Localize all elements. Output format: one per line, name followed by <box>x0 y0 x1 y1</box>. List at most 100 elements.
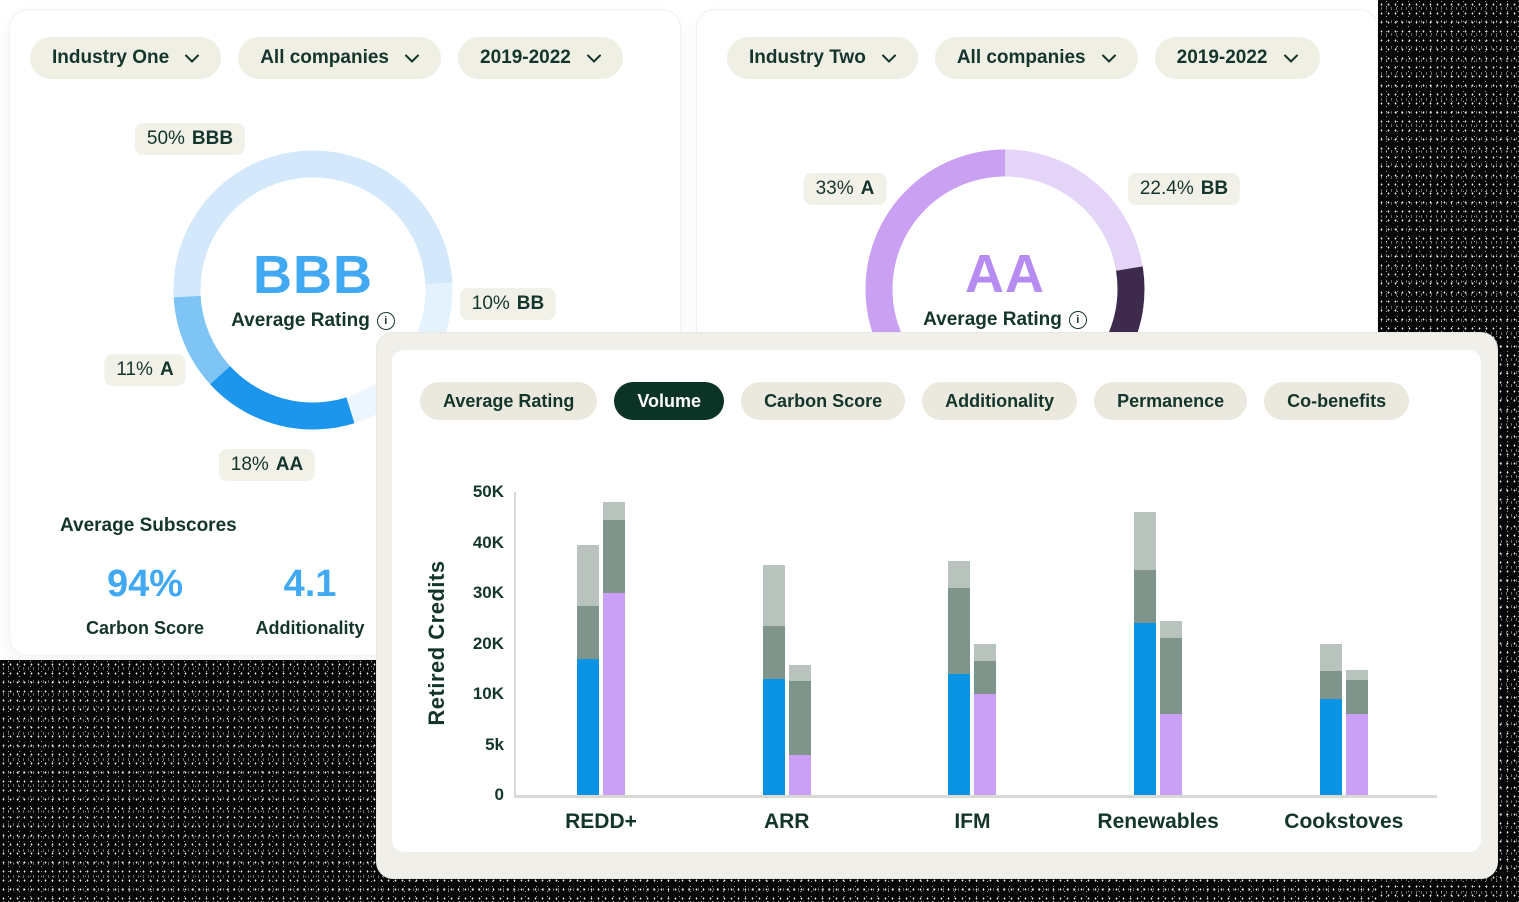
donut-callout-bb: 10% BB <box>459 288 557 320</box>
bar-segment <box>603 519 625 593</box>
bar-segment <box>1345 714 1368 795</box>
industry-select[interactable]: Industry One <box>30 37 222 79</box>
bar-segment <box>1160 638 1183 715</box>
x-category-label: ARR <box>763 810 810 833</box>
bar-segment <box>577 658 599 795</box>
y-tick-label: 5k <box>485 734 504 754</box>
bar-segment <box>1160 714 1183 795</box>
bar-segment <box>577 545 599 606</box>
y-tick-label: 30K <box>472 583 504 602</box>
bar-segment <box>603 593 625 795</box>
industry-two-filters: Industry Two All companies 2019-2022 <box>727 37 1320 79</box>
average-rating-value: BBB <box>253 245 373 305</box>
years-select[interactable]: 2019-2022 <box>458 37 623 79</box>
info-icon[interactable]: i <box>376 312 395 330</box>
chevron-down-icon <box>1283 54 1298 63</box>
average-rating-label: Average Rating i <box>231 310 395 332</box>
bar-segment <box>1345 670 1368 681</box>
y-tick-label: 10K <box>472 684 504 703</box>
y-tick-label: 20K <box>472 633 504 653</box>
bar-segment <box>974 661 997 694</box>
years-select-value: 2019-2022 <box>1176 47 1268 68</box>
tab-volume[interactable]: Volume <box>614 382 725 420</box>
donut-callout-bb: 22.4% BB <box>1127 173 1241 205</box>
bar-segment <box>1319 671 1342 700</box>
metrics-panel-inner: Average Rating Volume Carbon Score Addition… <box>392 350 1481 852</box>
bar-segment <box>788 664 811 682</box>
bar-segment <box>762 678 785 795</box>
chevron-down-icon <box>185 54 200 63</box>
years-select[interactable]: 2019-2022 <box>1154 37 1320 79</box>
donut-center: AA Average Rating i <box>860 144 1150 434</box>
bar-segment <box>603 502 625 520</box>
bar-segment <box>1160 620 1183 639</box>
donut-callout-aa: 18% AA <box>218 449 316 481</box>
chevron-down-icon <box>1101 54 1116 63</box>
additionality-value: 4.1 <box>283 563 337 605</box>
tab-co-benefits[interactable]: Co-benefits <box>1264 382 1410 420</box>
x-axis-line <box>514 795 1437 798</box>
bar-segment <box>762 625 785 679</box>
bar-segment <box>974 643 997 662</box>
companies-select-value: All companies <box>260 47 390 68</box>
bar-segment <box>948 587 971 674</box>
bar-segment <box>948 673 971 795</box>
plot-area <box>514 492 1437 795</box>
info-icon[interactable]: i <box>1068 311 1087 329</box>
y-tick-label: 50K <box>472 482 504 501</box>
industry-one-filters: Industry One All companies 2019-2022 <box>30 37 623 79</box>
metric-tabs: Average Rating Volume Carbon Score Addition… <box>420 382 1410 420</box>
donut-callout-bbb: 50% BBB <box>134 123 246 155</box>
bar-segment <box>948 561 971 588</box>
donut-ring <box>168 145 458 435</box>
average-subscores: Average Subscores 94% Carbon Score 4.1 A… <box>50 515 375 639</box>
bar-segment <box>1134 623 1157 795</box>
additionality-label: Additionality <box>255 618 365 638</box>
years-select-value: 2019-2022 <box>480 47 571 68</box>
companies-select-value: All companies <box>956 47 1086 68</box>
additionality-subscore: 4.1 Additionality <box>245 563 375 639</box>
y-tick-label: 40K <box>472 532 504 552</box>
tab-average-rating[interactable]: Average Rating <box>420 382 598 420</box>
y-axis-line <box>514 492 516 798</box>
bar-segment <box>762 565 785 626</box>
tab-additionality[interactable]: Additionality <box>922 382 1078 420</box>
industry-select[interactable]: Industry Two <box>727 37 918 79</box>
companies-select[interactable]: All companies <box>238 37 442 79</box>
bar-segment <box>974 694 997 795</box>
carbon-score-label: Carbon Score <box>85 618 205 638</box>
tab-permanence[interactable]: Permanence <box>1094 382 1248 420</box>
x-category-label: IFM <box>954 810 991 833</box>
carbon-score-subscore: 94% Carbon Score <box>80 563 210 639</box>
x-category-label: Cookstoves <box>1284 810 1404 833</box>
average-rating-label: Average Rating i <box>923 309 1087 331</box>
bar-segment <box>577 605 599 659</box>
bar-segment <box>1319 643 1342 672</box>
chevron-down-icon <box>586 54 601 63</box>
industry-select-value: Industry Two <box>749 47 866 68</box>
donut-callout-a: 33% A <box>803 173 887 205</box>
bar-segment <box>1134 512 1157 571</box>
donut-callout-a: 11% A <box>104 354 186 386</box>
bar-segment <box>788 681 811 755</box>
bar-segment <box>1319 699 1342 795</box>
chevron-down-icon <box>405 54 420 63</box>
x-category-label: Renewables <box>1097 810 1219 833</box>
chevron-down-icon <box>881 54 896 63</box>
bar-segment <box>1134 570 1157 624</box>
x-category-label: REDD+ <box>565 810 637 833</box>
industry-select-value: Industry One <box>52 47 170 68</box>
average-rating-value: AA <box>965 244 1045 304</box>
volume-bar-chart: Retired Credits 0 5k 10K 20K 30K 40K 50K REDD+… <box>392 350 1481 852</box>
tab-carbon-score[interactable]: Carbon Score <box>741 382 906 420</box>
y-tick-label: 0 <box>494 785 504 804</box>
bar-segment <box>788 754 811 795</box>
bar-segment <box>1345 680 1368 715</box>
metrics-panel-card: Average Rating Volume Carbon Score Addition… <box>377 333 1497 878</box>
donut-center: BBB Average Rating i <box>168 145 458 435</box>
companies-select[interactable]: All companies <box>934 37 1138 79</box>
industry-one-donut: BBB Average Rating i <box>168 145 458 435</box>
carbon-score-value: 94% <box>106 563 184 605</box>
subscores-title: Average Subscores <box>60 515 237 536</box>
